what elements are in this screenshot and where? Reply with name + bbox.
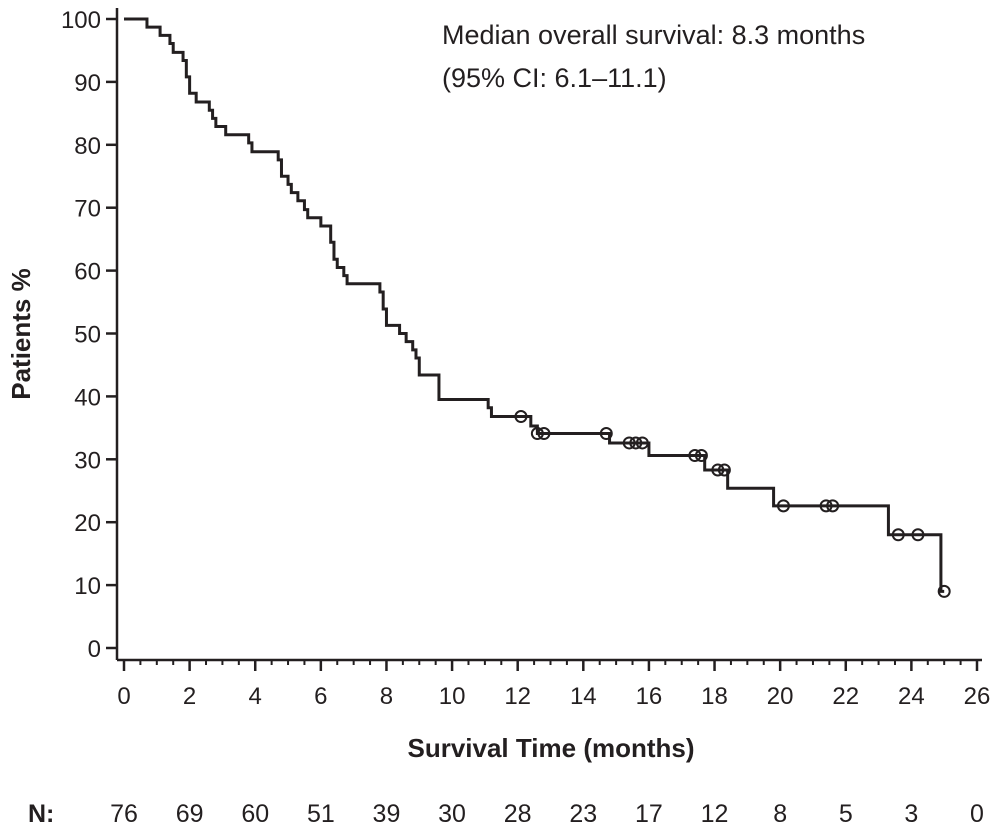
y-tick-label: 50 (74, 322, 101, 349)
risk-count: 76 (110, 800, 138, 828)
y-tick-label: 10 (74, 573, 101, 600)
y-tick-label: 90 (74, 70, 101, 97)
censor-mark (819, 499, 833, 513)
x-tick-label: 22 (832, 683, 859, 710)
y-tick-label: 100 (61, 7, 101, 34)
y-tick-label: 30 (74, 447, 101, 474)
risk-count: 12 (701, 800, 729, 828)
risk-count: 51 (307, 800, 335, 828)
censor-marks (514, 410, 951, 598)
x-tick-label: 26 (964, 683, 991, 710)
x-tick-label: 0 (117, 683, 130, 710)
y-ticks: 0 10 20 30 40 50 60 70 80 90 100 (61, 7, 117, 663)
censor-mark (911, 528, 925, 542)
censor-mark (688, 449, 702, 463)
risk-table: 76 69 60 51 39 30 28 23 17 12 8 5 3 0 (110, 800, 984, 828)
censor-mark (530, 427, 544, 441)
y-tick-label: 70 (74, 196, 101, 223)
risk-count: 17 (635, 800, 663, 828)
axes (115, 8, 982, 662)
risk-count: 5 (839, 800, 853, 828)
risk-count: 30 (438, 800, 466, 828)
x-tick-label: 14 (570, 683, 597, 710)
censor-mark (826, 499, 840, 513)
censor-mark (629, 436, 643, 450)
x-tick-label: 6 (314, 683, 327, 710)
censor-mark (537, 427, 551, 441)
x-tick-label: 18 (701, 683, 728, 710)
y-tick-label: 80 (74, 133, 101, 160)
censor-mark (937, 584, 951, 598)
risk-table-label: N: (28, 800, 54, 828)
censor-mark (622, 436, 636, 450)
censor-mark (514, 410, 528, 424)
x-tick-label: 10 (439, 683, 466, 710)
censor-mark (599, 427, 613, 441)
censor-mark (717, 463, 731, 477)
x-tick-label: 2 (183, 683, 196, 710)
x-ticks: 0 2 4 6 8 10 12 14 16 18 20 22 24 26 (117, 660, 990, 710)
risk-count: 0 (970, 800, 984, 828)
y-axis-title: Patients % (6, 268, 36, 400)
censor-mark (711, 463, 725, 477)
x-tick-label: 24 (898, 683, 925, 710)
x-axis-title: Survival Time (months) (407, 733, 694, 763)
x-tick-label: 16 (636, 683, 663, 710)
censor-mark (694, 449, 708, 463)
risk-count: 3 (904, 800, 918, 828)
y-tick-label: 20 (74, 510, 101, 537)
y-tick-label: 60 (74, 259, 101, 286)
censor-mark (635, 436, 649, 450)
y-tick-label: 0 (88, 636, 101, 663)
x-tick-label: 12 (504, 683, 531, 710)
censor-mark (776, 499, 790, 513)
risk-count: 39 (373, 800, 401, 828)
x-tick-label: 20 (767, 683, 794, 710)
x-tick-label: 4 (249, 683, 262, 710)
median-annotation-line-1: Median overall survival: 8.3 months (442, 20, 865, 50)
risk-count: 23 (569, 800, 597, 828)
censor-mark (891, 528, 905, 542)
risk-count: 69 (176, 800, 204, 828)
x-tick-label: 8 (380, 683, 393, 710)
risk-count: 60 (241, 800, 269, 828)
y-tick-label: 40 (74, 384, 101, 411)
median-annotation-line-2: (95% CI: 6.1–11.1) (442, 63, 667, 93)
risk-count: 8 (773, 800, 787, 828)
risk-count: 28 (504, 800, 532, 828)
